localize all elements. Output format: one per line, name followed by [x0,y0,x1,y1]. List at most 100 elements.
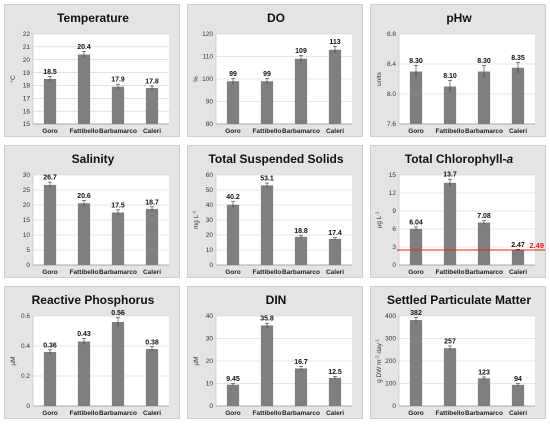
y-tick-label: 40 [206,202,214,209]
bar [477,222,491,265]
data-label: 109 [295,48,307,55]
y-tick-label: 50 [206,187,214,194]
x-tick-label: Barbamarco [282,410,320,417]
chart-title-text: Salinity [72,152,115,166]
y-tick-label: 10 [206,247,214,254]
x-tick-label: Barbamarco [465,128,503,135]
bar [328,238,342,265]
data-label: 20.6 [77,193,91,200]
chart-svg: Settled Particulate Matter 0 100 200 300 400 g… [375,293,535,417]
x-tick-label: Caleri [143,410,161,417]
chart-svg: Reactive Phosphorus 0 0.2 0.4 0.6 µM 0.36 Goro 0… [10,293,169,417]
x-tick-label: Fattibello [436,410,465,417]
x-tick-label: Fattibello [70,128,99,135]
y-tick-label: 8.8 [387,31,396,38]
x-tick-label: Barbamarco [99,410,137,417]
y-tick-label: 0 [209,403,213,410]
y-tick-label: 0.2 [21,373,30,380]
data-label: 13.7 [443,172,457,179]
chart-panel: Salinity 0 5 10 15 20 25 30 26.7 Goro 20.6 Fattibel… [4,145,180,278]
y-tick-label: 6 [392,226,396,233]
y-tick-label: 7.6 [387,121,396,128]
x-tick-label: Fattibello [253,410,282,417]
y-axis-label-text: g DW m [376,359,383,382]
y-tick-label: 15 [23,121,31,128]
x-tick-label: Goro [225,269,241,276]
data-label: 20.4 [77,44,91,51]
bar [43,79,57,124]
x-tick-label: Fattibello [70,410,99,417]
y-tick-label: 0.6 [21,313,30,320]
chart-svg: DIN 0 10 20 30 40 µM 9.45 Goro 35.8 Fattibello 16.7… [193,293,352,417]
data-label: 113 [329,39,340,46]
x-tick-label: Barbamarco [282,128,320,135]
y-axis-label: µg L-1 [375,211,384,228]
x-tick-label: Caleri [509,128,527,135]
y-tick-label: 0 [392,403,396,410]
data-label: 0.36 [43,342,57,349]
chart-title: Salinity [72,152,115,166]
y-tick-label: 120 [202,31,213,38]
chart-title-text: Reactive Phosphorus [32,293,155,307]
bar [511,384,525,406]
data-label: 18.7 [145,199,159,206]
bar [294,368,308,406]
data-label: 7.08 [477,213,491,220]
x-tick-label: Caleri [143,128,161,135]
y-tick-label: 30 [23,172,31,179]
chart-title: Settled Particulate Matter [387,293,531,307]
bar [145,349,159,406]
bar [111,212,125,265]
data-label: 17.9 [111,77,125,84]
chart-title-text: DO [267,11,285,25]
data-label: 16.7 [294,359,308,366]
bar [477,378,491,406]
chart-panel: Total Suspended Solids 0 10 20 30 40 50 60 mg L-… [187,145,363,278]
y-axis-label: mg L-1 [192,210,201,229]
chart-title: pHw [446,11,472,25]
data-label: 17.5 [111,202,125,209]
data-label: 8.10 [443,73,457,80]
y-tick-label: 8.0 [387,91,396,98]
bar [226,204,240,265]
data-label: 257 [444,338,456,345]
y-tick-label: 400 [385,313,396,320]
data-label: 35.8 [260,316,274,323]
bar [226,384,240,406]
chart-svg: pHw 7.6 8.0 8.4 8.8 units 8.30 Goro 8.10 Fattibel… [376,11,535,135]
bar [443,182,457,265]
bar [409,71,423,124]
y-tick-label: 18 [23,83,31,90]
reference-line-label: 2.49 [529,241,544,250]
data-label: 12.5 [328,369,342,376]
bar [409,320,423,406]
data-label: 99 [263,71,271,78]
y-tick-label: 300 [385,336,396,343]
chart-title-text: Settled Particulate Matter [387,293,531,307]
bar [511,250,525,265]
y-tick-label: 20 [206,232,214,239]
y-axis-label: units [376,71,383,85]
data-label: 8.30 [477,58,491,65]
x-tick-label: Goro [225,410,241,417]
y-tick-label: 20 [23,57,31,64]
data-label: 382 [410,310,422,317]
chart-title: Temperature [57,11,129,25]
data-label: 2.47 [511,242,525,249]
y-tick-label: 90 [206,99,214,106]
x-tick-label: Caleri [326,269,344,276]
chart-title-text: Total Suspended Solids [208,152,343,166]
y-axis-label-tail: day [376,342,383,355]
bar [260,81,274,124]
chart-svg: Salinity 0 5 10 15 20 25 30 26.7 Goro 20.6 Fattibel… [23,152,169,276]
bar [328,377,342,406]
data-label: 123 [478,369,490,376]
data-label: 18.8 [294,228,308,235]
data-label: 40.2 [226,194,240,201]
x-tick-label: Caleri [326,410,344,417]
y-tick-label: 10 [23,232,31,239]
chart-panel: Reactive Phosphorus 0 0.2 0.4 0.6 µM 0.36 Goro 0… [4,286,180,419]
bar [260,325,274,406]
y-axis-label: µM [193,356,200,365]
y-axis-label: % [193,76,200,82]
